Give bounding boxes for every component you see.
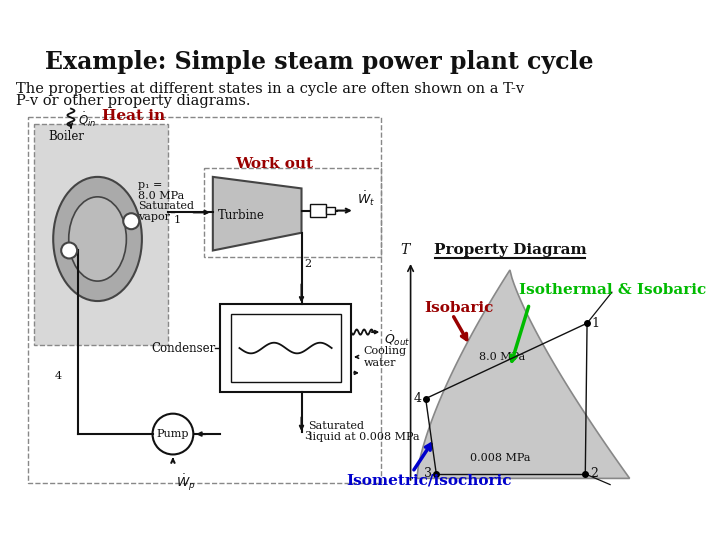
Circle shape: [153, 414, 194, 455]
Text: $\dot{Q}_{in}$: $\dot{Q}_{in}$: [78, 110, 96, 129]
Text: Saturated
vapor: Saturated vapor: [138, 201, 194, 222]
Polygon shape: [417, 270, 629, 478]
Text: Turbine: Turbine: [217, 208, 265, 221]
Text: 4: 4: [413, 392, 421, 405]
Text: Cooling
water: Cooling water: [364, 346, 407, 368]
Text: Work out: Work out: [235, 157, 313, 171]
Text: Heat in: Heat in: [102, 109, 165, 123]
Text: Isothermal & Isobaric: Isothermal & Isobaric: [519, 284, 706, 298]
FancyBboxPatch shape: [230, 314, 341, 382]
Circle shape: [61, 242, 77, 259]
Text: 1: 1: [174, 215, 181, 225]
Text: Property Diagram: Property Diagram: [433, 244, 586, 258]
Text: Saturated
liquid at 0.008 MPa: Saturated liquid at 0.008 MPa: [309, 421, 419, 442]
Text: Example: Simple steam power plant cycle: Example: Simple steam power plant cycle: [45, 50, 593, 74]
Ellipse shape: [53, 177, 142, 301]
Ellipse shape: [68, 197, 127, 281]
Text: 4: 4: [55, 372, 62, 381]
FancyBboxPatch shape: [310, 204, 326, 217]
Text: Boiler: Boiler: [49, 130, 85, 143]
Text: Isobaric: Isobaric: [424, 301, 493, 315]
FancyBboxPatch shape: [326, 207, 336, 214]
Text: 2: 2: [590, 468, 598, 481]
FancyBboxPatch shape: [220, 303, 351, 393]
Text: P-v or other property diagrams.: P-v or other property diagrams.: [16, 94, 251, 109]
Circle shape: [123, 213, 139, 229]
Text: p₁ =
8.0 MPa: p₁ = 8.0 MPa: [138, 179, 184, 201]
Text: $\dot{W}_t$: $\dot{W}_t$: [357, 190, 376, 208]
Text: 1: 1: [592, 316, 600, 330]
Text: 0.008 MPa: 0.008 MPa: [470, 453, 531, 463]
Text: 3: 3: [304, 431, 311, 441]
Text: $\dot{Q}_{out}$: $\dot{Q}_{out}$: [384, 329, 410, 348]
Polygon shape: [213, 177, 302, 251]
Text: 8.0 MPa: 8.0 MPa: [479, 352, 525, 362]
Text: T: T: [400, 242, 410, 256]
Text: 3: 3: [424, 468, 432, 481]
Text: Pump: Pump: [157, 429, 189, 439]
Text: Condenser: Condenser: [151, 341, 215, 355]
Polygon shape: [34, 124, 168, 346]
Text: 2: 2: [304, 259, 311, 269]
Text: Isometric/isochoric: Isometric/isochoric: [346, 474, 511, 488]
Text: $\dot{W}_p$: $\dot{W}_p$: [176, 472, 195, 492]
Text: The properties at different states in a cycle are often shown on a T-v: The properties at different states in a …: [16, 82, 524, 96]
